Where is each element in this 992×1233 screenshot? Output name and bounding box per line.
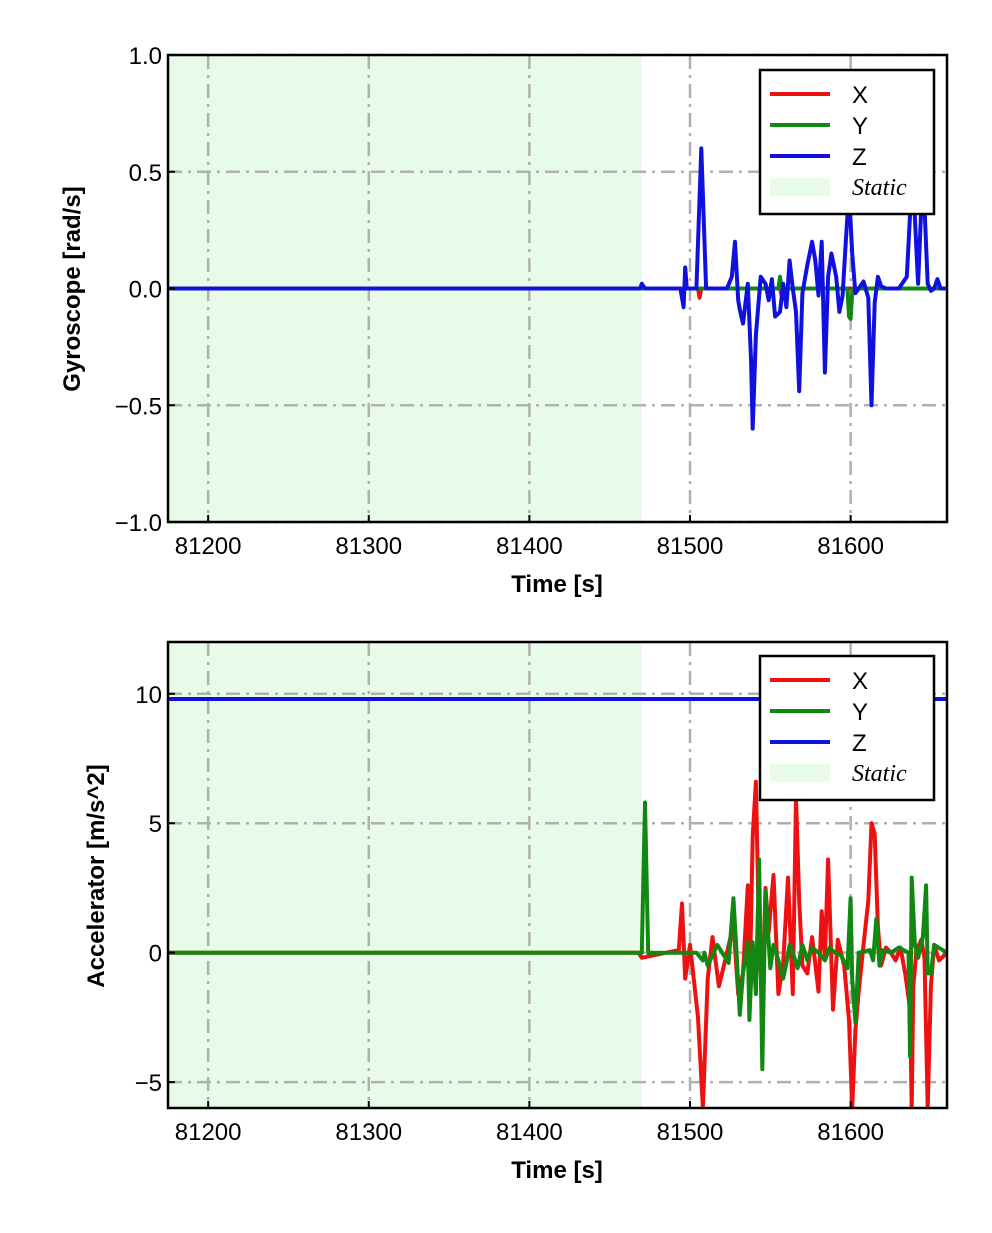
gyroscope-legend: XYZ Static: [758, 68, 936, 216]
accelerator-x-tick-label-4: 81600: [817, 1119, 884, 1146]
gyroscope-chart: 81200 81300 81400 81500 81600 1.0 0.5 0.0 −0.5 −1…: [59, 43, 949, 598]
accelerator-legend-label-y: Y: [852, 699, 868, 726]
gyroscope-x-tick-label-4: 81600: [817, 533, 884, 560]
accelerator-plot-frame: [166, 640, 949, 1110]
gyroscope-legend-label-y: Y: [852, 113, 868, 140]
gyroscope-legend-label-x: X: [852, 82, 868, 109]
gyroscope-x-axis-title: Time [s]: [511, 571, 603, 598]
gyroscope-y-tick-label-2: 0.0: [129, 277, 162, 304]
gyroscope-x-tick-label-3: 81500: [657, 533, 724, 560]
gyroscope-legend-label-z: Z: [852, 144, 867, 171]
accelerator-legend-label-static: Static: [852, 761, 907, 787]
accelerator-y-tick-label-3: −5: [135, 1070, 162, 1097]
gyroscope-legend-swatch-static: [770, 178, 830, 196]
accelerator-static-region: [168, 642, 642, 1108]
accelerator-x-tick-label-1: 81300: [335, 1119, 402, 1146]
accelerator-x-tick-label-2: 81400: [496, 1119, 563, 1146]
gyroscope-y-tick-label-3: −0.5: [115, 393, 162, 420]
accelerator-y-tick-label-2: 0: [149, 941, 162, 968]
accelerator-legend: XYZ Static: [758, 654, 936, 802]
accelerator-legend-label-z: Z: [852, 730, 867, 757]
gyroscope-x-tick-label-2: 81400: [496, 533, 563, 560]
accelerator-chart: 81200 81300 81400 81500 81600 10 5 0 −5 Time [s]…: [83, 640, 949, 1184]
gyroscope-y-tick-label-0: 1.0: [129, 43, 162, 70]
gyroscope-y-tick-label-4: −1.0: [115, 510, 162, 537]
gyroscope-legend-label-static: Static: [852, 175, 907, 201]
accelerator-x-tick-label-0: 81200: [175, 1119, 242, 1146]
gyroscope-y-axis-title: Gyroscope [rad/s]: [59, 186, 86, 391]
gyroscope-x-tick-label-1: 81300: [335, 533, 402, 560]
accelerator-series-y-line: [168, 800, 947, 1072]
gyroscope-y-tick-label-1: 0.5: [129, 160, 162, 187]
accelerator-x-tick-label-3: 81500: [657, 1119, 724, 1146]
gyroscope-series-y-line: [168, 274, 947, 321]
gyroscope-x-tick-label-0: 81200: [175, 533, 242, 560]
accelerator-x-axis-title: Time [s]: [511, 1157, 603, 1184]
accelerator-y-tick-label-0: 10: [135, 682, 162, 709]
accelerator-series-x-line: [168, 779, 947, 1108]
accelerator-legend-swatch-static: [770, 764, 830, 782]
accelerator-y-tick-label-1: 5: [149, 811, 162, 838]
accelerator-legend-label-x: X: [852, 668, 868, 695]
gyroscope-series-z-line: [168, 141, 947, 431]
accelerator-y-axis-title: Accelerator [m/s^2]: [83, 764, 110, 987]
